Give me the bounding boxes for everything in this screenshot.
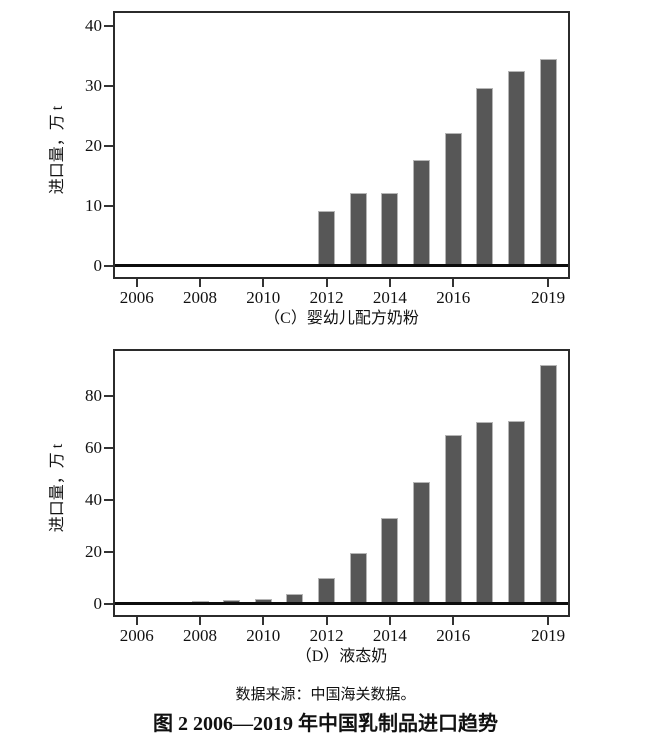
bar-2018 (508, 71, 525, 266)
x-tick-label: 2012 (309, 288, 344, 307)
y-tick-label: 20 (85, 136, 102, 155)
y-tick (104, 603, 113, 605)
x-tick (262, 279, 265, 287)
bar-2014 (381, 193, 399, 266)
y-tick (104, 550, 113, 553)
bar-2018 (508, 421, 525, 604)
x-tick-label: 2019 (531, 288, 566, 307)
x-tick (262, 617, 265, 625)
x-tick (388, 279, 391, 287)
chart-infant-formula-powder: 进口量，万 t 0 10 20 30 40 2006 2008 2010 2012 2014 201… (0, 0, 651, 337)
x-tick (547, 279, 550, 287)
zero-line (115, 264, 568, 267)
y-tick-label: 40 (85, 489, 102, 509)
y-tick-label: 60 (85, 437, 102, 457)
x-tick-label: 2014 (372, 626, 407, 645)
bar-2019 (539, 365, 557, 604)
bar-2015 (413, 160, 431, 266)
chart-subtitle: （D）液态奶 (295, 648, 388, 665)
x-tick (199, 617, 201, 625)
y-axis-title: 进口量，万 t (49, 443, 66, 533)
plot-area (113, 11, 570, 279)
y-tick (104, 25, 113, 27)
y-tick (104, 205, 113, 207)
x-tick (547, 617, 550, 625)
x-tick-label: 2014 (372, 288, 407, 307)
y-tick (104, 265, 113, 267)
x-tick-label: 2010 (246, 626, 281, 645)
x-tick-label: 2008 (183, 288, 217, 307)
bar-2016 (444, 133, 462, 266)
y-tick (104, 85, 113, 87)
x-tick-label: 2012 (309, 626, 344, 645)
chart-subtitle: （C）婴幼儿配方奶粉 (264, 310, 419, 327)
x-tick (325, 617, 328, 625)
y-tick (104, 498, 113, 501)
y-tick-label: 30 (85, 76, 102, 95)
y-tick-label: 40 (85, 16, 102, 35)
plot-area (113, 349, 570, 617)
y-tick-label: 20 (85, 541, 102, 561)
bar-2013 (349, 553, 367, 604)
x-tick-label: 2019 (531, 626, 566, 645)
bar-2016 (444, 435, 462, 604)
y-tick (104, 145, 113, 147)
figure-title: 图 2 2006—2019 年中国乳制品进口趋势 (153, 713, 498, 735)
x-tick (199, 279, 201, 287)
y-tick-label: 0 (93, 594, 103, 613)
y-tick-label: 10 (85, 196, 102, 215)
bar-2014 (381, 518, 399, 604)
bar-2017 (476, 422, 494, 604)
chart-liquid-milk: 进口量，万 t 0 20 40 60 80 2006 2008 2010 2012 2014 201… (0, 338, 651, 675)
bar-2013 (349, 193, 367, 266)
x-tick-label: 2010 (246, 288, 281, 307)
x-tick-label: 2016 (436, 626, 471, 645)
x-tick-label: 2006 (119, 288, 154, 307)
y-tick (104, 394, 113, 397)
data-source-note: 数据来源：中国海关数据。 (235, 687, 416, 703)
x-tick (135, 279, 138, 287)
bar-2012 (318, 578, 336, 604)
x-tick-label: 2006 (119, 626, 154, 645)
y-tick (104, 446, 113, 449)
bar-2017 (476, 88, 494, 266)
x-tick (452, 617, 455, 625)
bar-2019 (539, 59, 557, 266)
y-tick-label: 80 (85, 385, 102, 405)
bar-2012 (318, 211, 336, 266)
x-tick-label: 2008 (183, 626, 217, 645)
y-tick-label: 0 (93, 256, 103, 275)
bar-2015 (413, 482, 431, 604)
x-tick (388, 617, 391, 625)
zero-line (115, 602, 568, 605)
x-tick (452, 279, 455, 287)
x-tick (135, 617, 138, 625)
x-tick-label: 2016 (436, 288, 471, 307)
x-tick (325, 279, 328, 287)
